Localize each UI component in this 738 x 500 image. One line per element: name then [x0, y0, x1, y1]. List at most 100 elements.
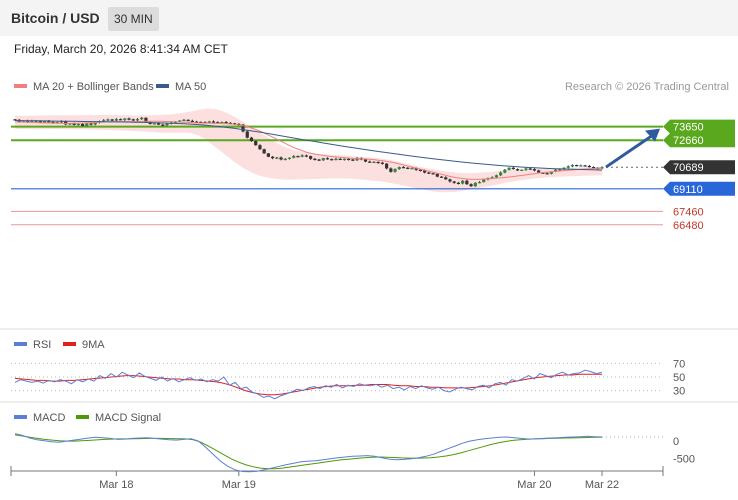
- candle-body: [72, 123, 76, 125]
- candle-body: [591, 167, 596, 169]
- candle-body: [338, 158, 342, 161]
- candle-body: [406, 167, 410, 169]
- legend-macd-signal-swatch: [76, 415, 89, 419]
- candle-body: [304, 155, 308, 157]
- candle-body: [173, 121, 178, 123]
- macd-line: [14, 433, 603, 473]
- legend-macd-label: MACD: [33, 412, 65, 424]
- candle-body: [444, 177, 448, 180]
- candle-body: [570, 165, 575, 167]
- candle-body: [393, 169, 397, 172]
- candle-body: [292, 156, 296, 158]
- candle-body: [266, 153, 270, 157]
- candle-body: [439, 176, 444, 178]
- candle-body: [26, 120, 30, 123]
- candle-body: [473, 182, 477, 187]
- support-label-67460: 67460: [673, 206, 704, 218]
- candle-body: [431, 173, 435, 175]
- macd-signal-line: [14, 434, 603, 470]
- candle-body: [452, 181, 456, 183]
- candle-body: [503, 169, 507, 173]
- candle-body: [114, 119, 118, 121]
- candle-body: [80, 123, 85, 126]
- candle-body: [461, 180, 465, 184]
- x-tick-label: Mar 20: [517, 479, 551, 491]
- candle-body: [515, 169, 520, 171]
- candle-body: [334, 158, 338, 161]
- candle-body: [355, 158, 359, 161]
- candle-body: [144, 117, 148, 123]
- candle-body: [456, 182, 461, 184]
- candle-body: [524, 168, 528, 170]
- forecast-arrow-shaft: [605, 134, 653, 169]
- candle-body: [317, 159, 321, 161]
- resistance-tag-72660: [663, 133, 735, 148]
- current-price-tag: [663, 160, 735, 175]
- legend-ma20-swatch: [14, 84, 27, 88]
- candle-body: [262, 149, 266, 154]
- timeframe-badge[interactable]: 30 MIN: [108, 7, 159, 31]
- candle-body: [330, 159, 334, 161]
- resistance-label-72660: 72660: [673, 135, 704, 147]
- x-tick-label: Mar 22: [585, 479, 619, 491]
- rsi-tick-50: 50: [673, 372, 685, 384]
- candle-body: [342, 158, 346, 161]
- candle-body: [283, 158, 287, 161]
- candle-body: [51, 121, 55, 124]
- macd-tick-0: 0: [673, 436, 679, 448]
- legend-ma50-label: MA 50: [175, 81, 206, 93]
- candle-body: [537, 170, 541, 173]
- candle-body: [30, 120, 34, 123]
- candle-body: [245, 131, 249, 138]
- candle-body: [401, 167, 406, 169]
- candle-body: [194, 121, 199, 123]
- candle-body: [123, 118, 127, 120]
- candle-body: [279, 157, 283, 160]
- candle-body: [220, 122, 224, 124]
- legend-macd-swatch: [14, 415, 27, 419]
- macd-tick--500: -500: [673, 453, 695, 465]
- candle-body: [435, 173, 439, 177]
- candle-body: [76, 123, 80, 126]
- candle-body: [118, 119, 123, 121]
- candle-body: [410, 168, 414, 170]
- pivot-label-69110: 69110: [673, 184, 703, 196]
- candle-body: [566, 166, 570, 168]
- candle-body: [389, 168, 393, 172]
- candle-body: [199, 121, 203, 124]
- candle-body: [186, 119, 190, 122]
- candle-body: [64, 121, 68, 125]
- candle-body: [397, 167, 401, 170]
- candle-body: [600, 167, 604, 169]
- candle-body: [224, 122, 228, 124]
- legend-rsi-swatch: [14, 342, 27, 346]
- candle-body: [85, 123, 89, 126]
- candle-body: [249, 137, 254, 142]
- resistance-label-73650: 73650: [673, 122, 704, 134]
- ma50-line: [14, 120, 603, 171]
- candle-body: [135, 119, 140, 121]
- candle-body: [127, 118, 131, 120]
- candle-body: [482, 179, 486, 183]
- candle-body: [385, 163, 389, 169]
- candle-body: [553, 169, 558, 172]
- candle-body: [89, 123, 93, 125]
- rsi-tick-30: 30: [673, 386, 685, 398]
- candle-body: [587, 165, 591, 168]
- candle-body: [93, 122, 97, 125]
- candle-body: [156, 123, 161, 125]
- legend-ma50-swatch: [156, 84, 169, 88]
- candle-body: [583, 165, 587, 167]
- candle-body: [418, 169, 423, 171]
- candle-body: [325, 158, 330, 160]
- candle-body: [216, 122, 220, 124]
- candle-body: [541, 172, 545, 174]
- candle-body: [448, 179, 452, 182]
- x-tick-label: Mar 18: [99, 479, 133, 491]
- candle-body: [511, 167, 515, 170]
- candle-body: [21, 120, 26, 122]
- candle-body: [469, 184, 473, 187]
- current-price-label: 70689: [673, 162, 704, 174]
- candle-body: [207, 121, 211, 123]
